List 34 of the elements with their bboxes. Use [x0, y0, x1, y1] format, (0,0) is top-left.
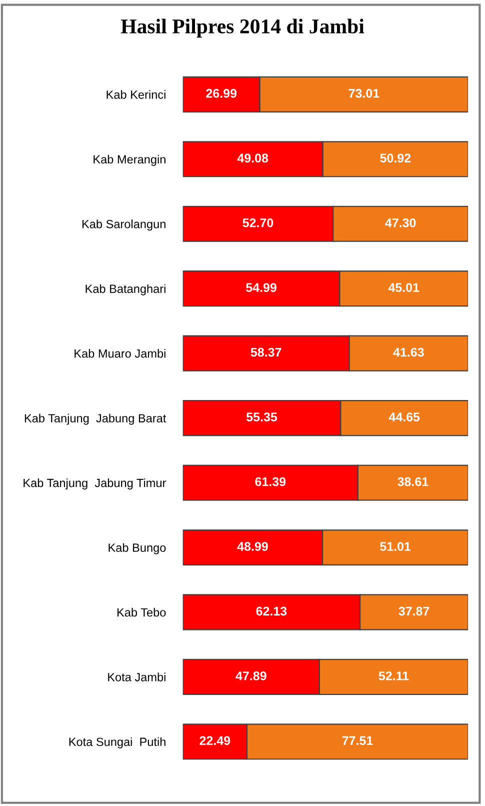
y-tick-label: Kab Muaro Jambi	[74, 349, 166, 358]
data-label: 44.65	[388, 412, 420, 422]
y-tick-label: Kota Sungai Putih	[69, 737, 166, 748]
y-tick-label: Kab Tanjung Jabung Barat	[24, 414, 166, 425]
y-tick-label: Kab Batanghari	[86, 284, 166, 296]
data-label: 47.89	[236, 671, 266, 680]
data-label: 47.30	[385, 218, 416, 228]
data-label: 52.11	[378, 671, 409, 680]
data-label: 38.61	[398, 477, 428, 486]
data-label: 73.01	[348, 88, 380, 98]
data-label: 61.39	[255, 477, 286, 486]
y-tick-label: Kab Sarolangun	[82, 220, 166, 231]
y-tick-label: Kab Bungo	[108, 543, 166, 554]
data-label: 62.13	[256, 606, 287, 616]
data-label: 49.08	[237, 154, 268, 162]
data-label: 48.99	[237, 542, 268, 551]
data-label: 45.01	[388, 283, 420, 292]
data-label: 52.70	[242, 218, 274, 228]
data-label: 58.37	[250, 348, 282, 357]
y-tick-label: Kab Tanjung Jabung Timur	[24, 478, 166, 490]
data-label: 50.92	[380, 154, 411, 162]
data-label: 55.35	[246, 412, 278, 422]
chart-title: Hasil Pilpres 2014 di Jambi	[120, 18, 364, 38]
data-label: 41.63	[393, 348, 424, 357]
data-label: 22.49	[200, 736, 230, 746]
y-tick-label: Kab Merangin	[94, 154, 166, 166]
data-label: 37.87	[398, 606, 430, 616]
data-label: 77.51	[342, 736, 373, 746]
data-label: 54.99	[246, 283, 276, 292]
data-label: 51.01	[380, 542, 411, 551]
y-tick-label: Kota Jambi	[108, 672, 166, 682]
data-label: 26.99	[206, 88, 237, 98]
y-tick-label: Kab Tebo	[117, 608, 166, 617]
y-tick-label: Kab Kerinci	[106, 90, 166, 99]
